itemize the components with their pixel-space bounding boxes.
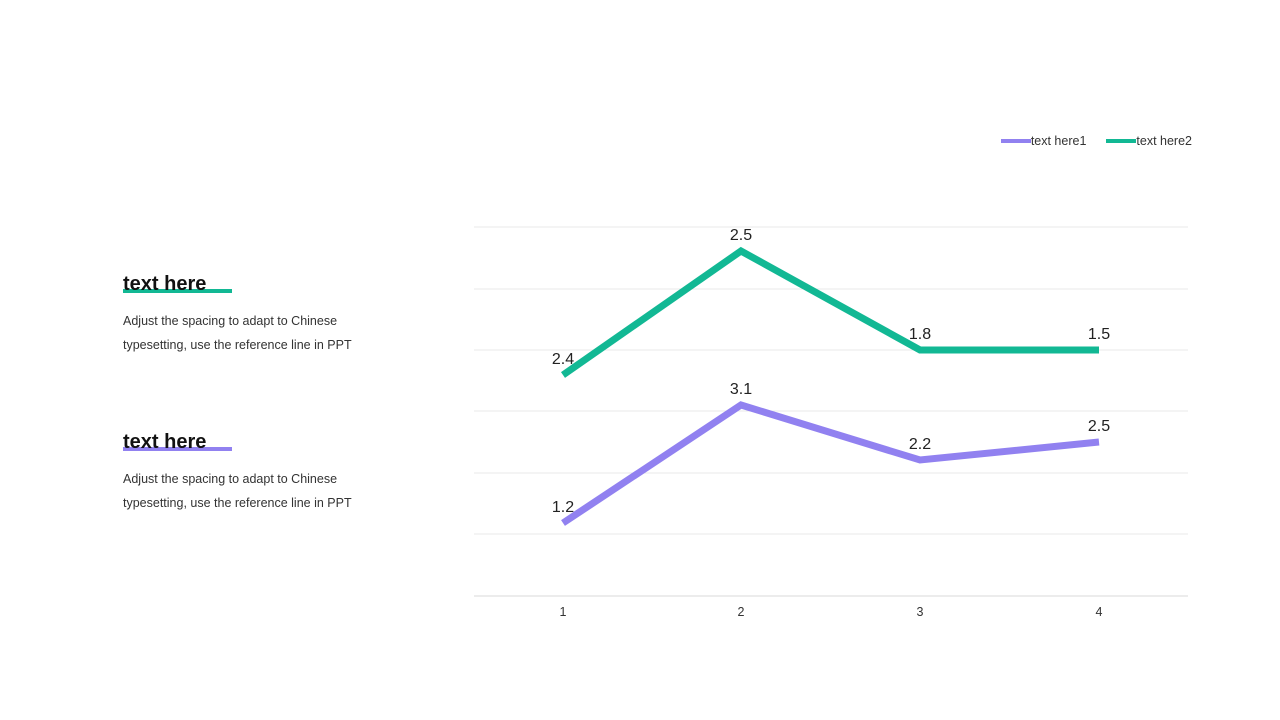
text-block-1: text here Adjust the spacing to adapt to… [123,272,423,357]
data-label: 3.1 [730,381,752,398]
x-tick-label: 3 [917,605,924,619]
block-heading-1: text here [123,273,207,295]
legend-item-series2: text here2 [1106,134,1192,148]
data-label: 1.5 [1088,326,1110,343]
block-body-2-line2: typesetting, use the reference line in P… [123,496,352,510]
data-label: 1.8 [909,326,931,343]
heading-underline-2 [123,447,232,451]
block-body-1: Adjust the spacing to adapt to Chinese t… [123,309,383,357]
x-tick-label: 2 [738,605,745,619]
data-label: 2.5 [1088,418,1110,435]
data-label: 2.4 [552,351,574,368]
text-block-2: text here Adjust the spacing to adapt to… [123,430,423,515]
legend-label-series1: text here1 [1030,134,1087,148]
legend-swatch-series1 [1000,139,1031,143]
block-body-1-line1: Adjust the spacing to adapt to Chinese [123,314,338,328]
chart-legend: text here1 text here2 [1000,134,1192,148]
block-body-1-line2: typesetting, use the reference line in P… [123,338,352,352]
block-body-2-line1: Adjust the spacing to adapt to Chinese [123,472,338,486]
x-tick-label: 4 [1096,605,1103,619]
series-line-2 [560,246,1099,378]
legend-swatch-series2 [1106,139,1137,143]
legend-label-series2: text here2 [1136,134,1192,148]
data-label: 2.2 [909,436,931,453]
heading-wrap-1: text here [123,272,423,300]
legend-item-series1: text here1 [1000,134,1087,148]
heading-wrap-2: text here [123,430,423,458]
block-body-2: Adjust the spacing to adapt to Chinese t… [123,467,383,515]
x-tick-label: 1 [560,605,567,619]
series-line-1 [561,401,1100,526]
heading-underline-1 [123,289,232,293]
data-label: 1.2 [552,499,574,516]
data-label: 2.5 [730,227,752,244]
block-heading-2: text here [123,431,207,453]
